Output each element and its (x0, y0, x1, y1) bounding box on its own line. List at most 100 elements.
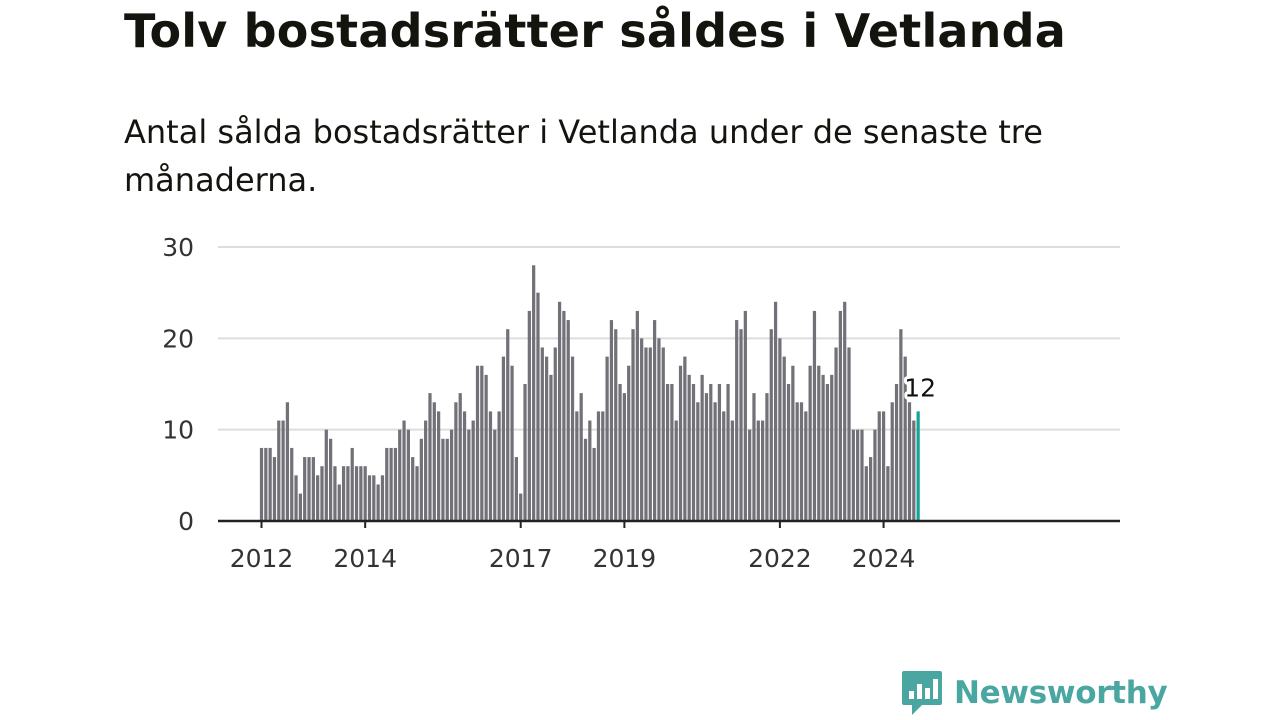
bar (830, 374, 834, 521)
bar (532, 265, 536, 521)
bar (341, 466, 346, 521)
bar (735, 320, 739, 521)
bar (851, 429, 855, 521)
bar (579, 393, 583, 521)
bar (631, 329, 635, 521)
bar (316, 475, 320, 521)
bar (523, 384, 527, 521)
bar (462, 411, 467, 521)
bar (264, 447, 268, 521)
bar (674, 420, 678, 521)
bar (359, 466, 363, 521)
bar (298, 493, 302, 521)
bar (713, 402, 717, 521)
bar (540, 347, 544, 521)
bar (393, 447, 398, 521)
bar (402, 420, 406, 521)
bar (756, 420, 760, 521)
x-tick-label: 2022 (748, 544, 812, 573)
chart-title: Tolv bostadsrätter såldes i Vetlanda (124, 4, 1066, 58)
bar (795, 402, 799, 521)
bar (272, 457, 277, 521)
x-tick-label: 2019 (593, 544, 657, 573)
bar (432, 402, 436, 521)
bar (307, 457, 311, 521)
bar (277, 420, 281, 521)
bar (588, 420, 592, 521)
bar (601, 411, 605, 521)
bar (847, 347, 851, 521)
bar (622, 393, 626, 521)
bar (886, 466, 890, 521)
bar (683, 356, 687, 521)
bar (804, 411, 808, 521)
bar (536, 292, 540, 521)
bars (259, 265, 920, 521)
bar (303, 457, 307, 521)
bar (665, 384, 670, 521)
bar (350, 447, 354, 521)
y-tick-label: 0 (178, 507, 194, 536)
bar (635, 310, 639, 521)
bar (493, 429, 497, 521)
bar (907, 402, 912, 521)
bar (488, 411, 493, 521)
bar (570, 356, 575, 521)
bar (385, 447, 389, 521)
bar (575, 411, 579, 521)
bar (467, 429, 471, 521)
bar (449, 429, 454, 521)
bar (285, 402, 290, 521)
bar (311, 457, 315, 521)
bar (411, 457, 415, 521)
bar (605, 356, 609, 521)
bar (890, 402, 894, 521)
bar (856, 429, 860, 521)
bar (557, 301, 562, 521)
bar (527, 310, 531, 521)
bar (519, 493, 523, 521)
bar (640, 338, 644, 521)
bar (480, 365, 484, 521)
bar (696, 402, 700, 521)
bar (354, 466, 359, 521)
bar (333, 466, 337, 521)
bar (670, 384, 674, 521)
bar (415, 466, 419, 521)
bar (549, 374, 553, 521)
bar (419, 438, 423, 521)
bar (441, 438, 445, 521)
bar (812, 310, 817, 521)
bar (821, 374, 825, 521)
bar (678, 365, 683, 521)
bar (752, 393, 756, 521)
bar (873, 429, 877, 521)
bar (428, 393, 432, 521)
bar (406, 429, 410, 521)
bar (380, 475, 385, 521)
bar (730, 420, 734, 521)
x-tick-label: 2014 (333, 544, 397, 573)
bar (748, 429, 752, 521)
newsworthy-logo: Newsworthy (900, 670, 1168, 716)
bar (454, 402, 458, 521)
bar (843, 301, 847, 521)
bar (912, 420, 916, 521)
bar (864, 466, 868, 521)
bar (562, 310, 566, 521)
bar (367, 475, 372, 521)
bar (398, 429, 402, 521)
bar (825, 384, 830, 521)
bar (765, 393, 769, 521)
bar (614, 329, 618, 521)
bar (782, 356, 786, 521)
bar (644, 347, 648, 521)
bar (497, 411, 501, 521)
bar (743, 310, 747, 521)
bar (596, 411, 601, 521)
bar (869, 457, 873, 521)
bar (838, 310, 842, 521)
bar (860, 429, 864, 521)
bar (445, 438, 449, 521)
bar (769, 329, 773, 521)
